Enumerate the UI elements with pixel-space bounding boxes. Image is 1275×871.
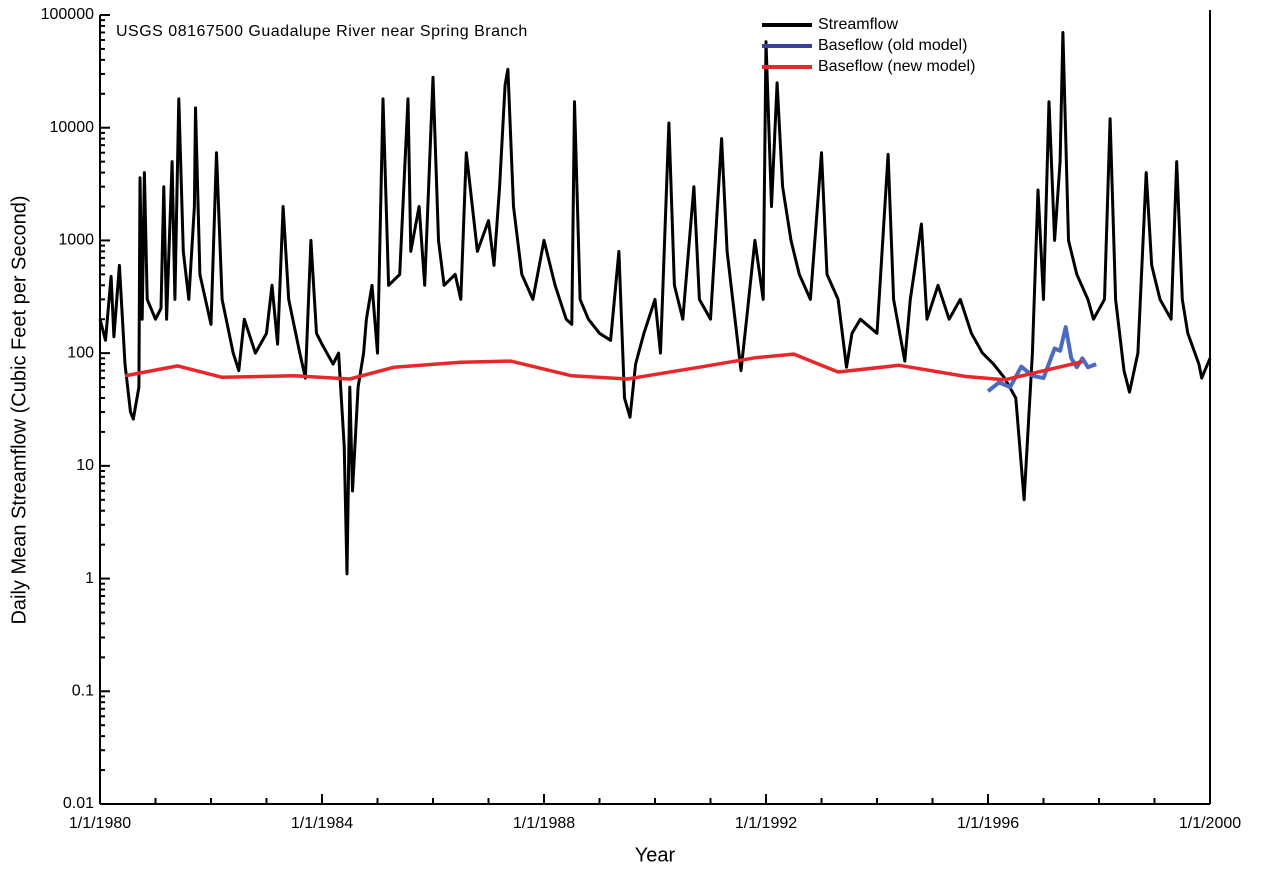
x-axis-label: Year	[635, 844, 676, 866]
y-tick-label: 10000	[50, 119, 95, 136]
y-tick-label: 100000	[41, 6, 94, 23]
x-tick-label: 1/1/1984	[291, 815, 353, 832]
x-tick-label: 1/1/1992	[735, 815, 797, 832]
series-line	[986, 325, 1097, 393]
legend-label: Baseflow (new model)	[818, 58, 975, 75]
chart-title: USGS 08167500 Guadalupe River near Sprin…	[116, 23, 528, 40]
y-tick-label: 10	[76, 457, 94, 474]
y-tick-label: 100	[67, 344, 94, 361]
x-tick-label: 1/1/1996	[957, 815, 1019, 832]
legend-label: Streamflow	[818, 16, 898, 33]
x-tick-label: 1/1/1980	[69, 815, 131, 832]
y-tick-label: 0.01	[63, 795, 94, 812]
legend-label: Baseflow (old model)	[818, 37, 967, 54]
x-tick-label: 1/1/2000	[1179, 815, 1241, 832]
y-axis-label: Daily Mean Streamflow (Cubic Feet per Se…	[8, 195, 30, 624]
series-line	[124, 352, 1083, 382]
y-tick-label: 1	[85, 570, 94, 587]
y-tick-label: 0.1	[72, 683, 94, 700]
x-tick-label: 1/1/1988	[513, 815, 575, 832]
y-tick-label: 1000	[58, 232, 94, 249]
series-line	[98, 31, 1212, 576]
